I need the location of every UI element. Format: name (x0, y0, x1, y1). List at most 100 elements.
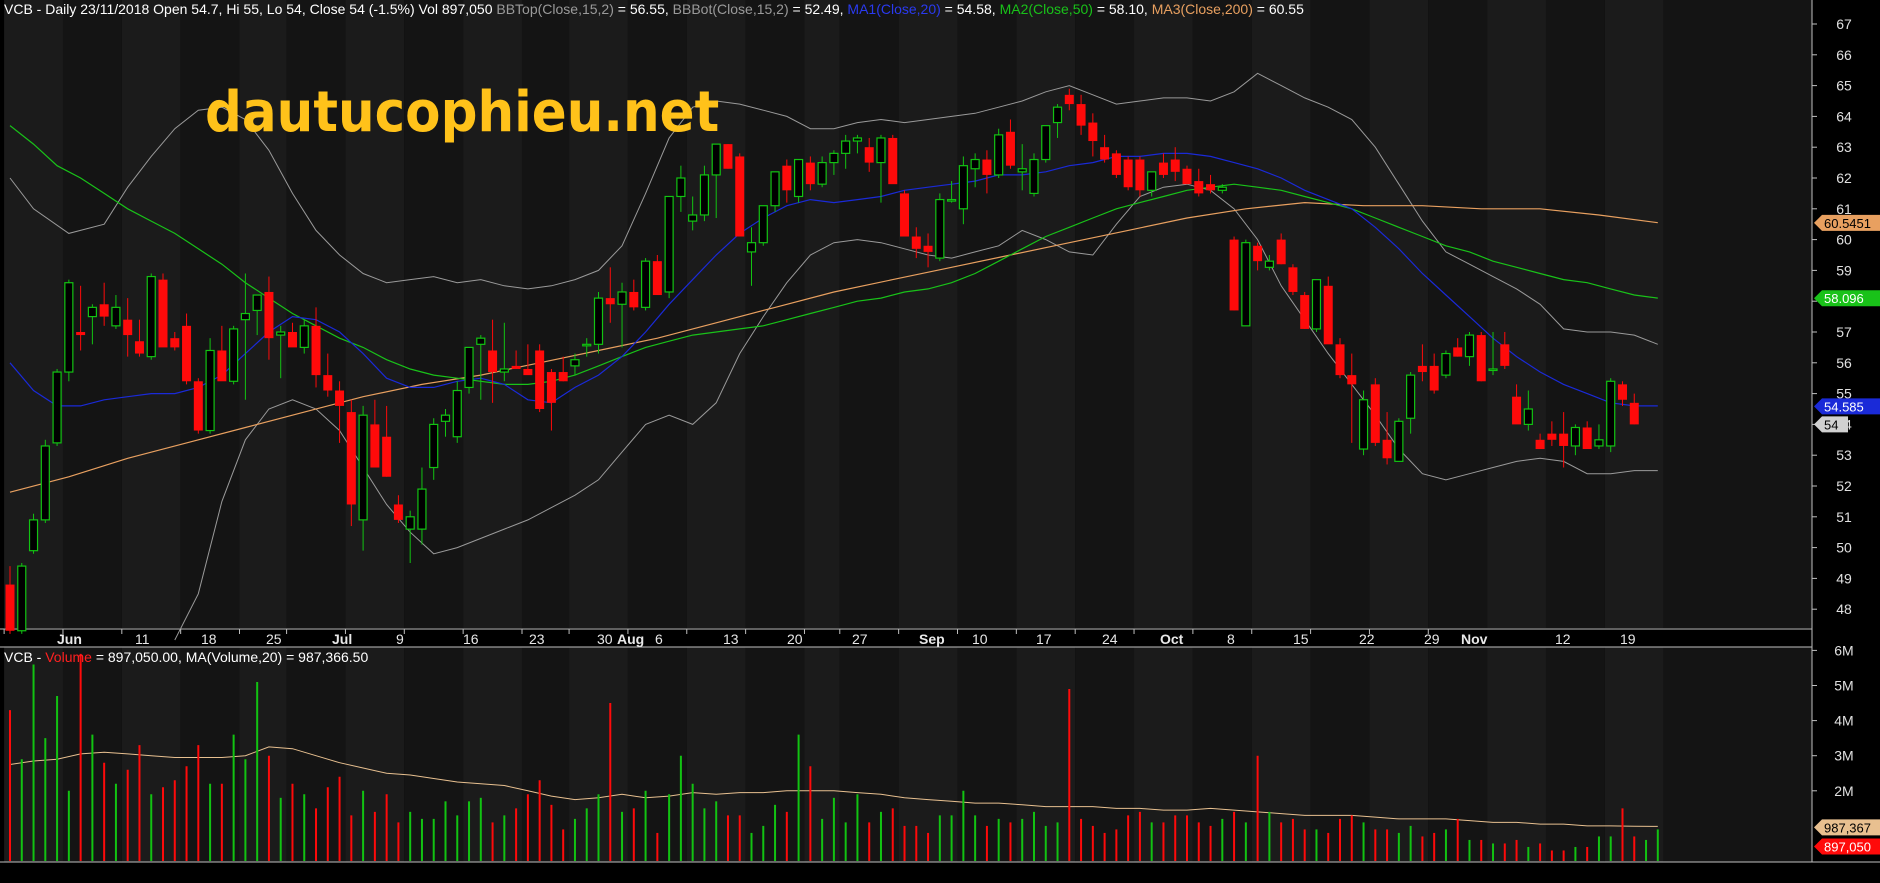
candle-body-up (570, 359, 580, 367)
candle-body-up (946, 198, 957, 202)
candle-body-down (1453, 347, 1463, 357)
candle-body-up (452, 389, 462, 438)
bollinger-upper-line (9, 72, 1658, 345)
candle-body-down (782, 165, 792, 191)
volume-tick-label: 6M (1834, 642, 1853, 658)
date-label: 12 (1555, 631, 1571, 647)
date-label: 6 (655, 631, 663, 647)
price-badge: 54.585 (1824, 399, 1864, 414)
price-tick-label: 49 (1836, 570, 1852, 586)
price-tick-label: 60 (1836, 232, 1852, 248)
candle-body-down (1582, 427, 1592, 450)
week-band-volume (627, 647, 687, 862)
candle-body-up (970, 158, 980, 170)
candle-body-down (1347, 375, 1357, 385)
candle-body-down (1417, 365, 1427, 373)
candle-body-down (511, 365, 521, 369)
price-tick-label: 66 (1836, 47, 1852, 63)
volume-header-rest: = 897,050.00, MA(Volume,20) = 987,366.50 (91, 649, 369, 665)
candle-body-down (1476, 335, 1486, 382)
week-band (1016, 0, 1076, 628)
candle-body-up (64, 282, 74, 373)
week-band (1487, 0, 1546, 628)
candle-body-up (240, 312, 250, 321)
price-tick-label: 64 (1836, 108, 1852, 124)
candle-body-up (582, 343, 592, 347)
date-label: 23 (529, 631, 545, 647)
date-label: Jun (57, 631, 82, 647)
watermark-logo: dautucophieu.net (205, 80, 720, 145)
candle-body-down (1288, 267, 1298, 292)
candle-body-down (900, 193, 910, 237)
candle-body-down (134, 341, 144, 354)
week-band (627, 0, 687, 628)
candle-body-up (793, 158, 804, 198)
candle-body-down (1135, 159, 1145, 191)
candle-body-down (123, 319, 133, 336)
candle-body-up (40, 445, 50, 521)
candle-body-down (1158, 162, 1168, 175)
candle-body-down (1323, 285, 1333, 345)
volume-header: VCB - Volume = 897,050.00, MA(Volume,20)… (4, 649, 368, 665)
bbbot-label: BBBot(Close,15,2) (672, 1, 789, 17)
candle-body-up (688, 214, 698, 222)
candle-body-down (370, 424, 380, 468)
date-label: 22 (1359, 631, 1375, 647)
price-badge-bg (1814, 416, 1848, 433)
volume-ma-badge-bg (1814, 819, 1880, 836)
price-tick-label: 59 (1836, 262, 1852, 278)
date-axis-strip (0, 630, 1812, 647)
candle-body-up (111, 306, 121, 327)
candle-body-down (723, 144, 733, 169)
candle-body-up (593, 297, 604, 345)
candle-body-down (193, 381, 203, 431)
candle-body-up (829, 152, 839, 164)
candle-body-up (841, 140, 851, 154)
date-label: 13 (723, 631, 739, 647)
candle-body-up (699, 174, 710, 216)
price-tick-label: 67 (1836, 16, 1852, 32)
volume-ma-badge: 987,367 (1824, 820, 1871, 835)
price-badge: 54 (1824, 417, 1838, 432)
candle-body-up (1017, 168, 1027, 173)
date-label: Sep (919, 631, 945, 647)
week-band (463, 0, 522, 628)
price-tick-label: 56 (1836, 355, 1852, 371)
candle-body-down (1206, 184, 1216, 191)
week-band (839, 0, 899, 628)
candle-body-up (1264, 260, 1274, 268)
candle-body-down (5, 584, 15, 631)
candle-body-down (335, 390, 345, 406)
candle-body-down (1253, 245, 1263, 262)
candle-body-down (1088, 122, 1098, 142)
candle-body-up (1358, 399, 1369, 450)
candle-body-up (1523, 408, 1533, 425)
date-label: 8 (1227, 631, 1235, 647)
candle-body-up (640, 260, 651, 308)
price-tick-label: 53 (1836, 447, 1852, 463)
candle-body-down (382, 436, 392, 477)
volume-badge: 897,050 (1824, 840, 1871, 855)
candle-body-down (346, 412, 356, 505)
date-label: 24 (1102, 631, 1118, 647)
volume-badge-bg (1814, 838, 1880, 855)
candle-body-up (205, 349, 215, 432)
date-label: 30 (597, 631, 613, 647)
candle-body-up (1311, 279, 1322, 330)
candle-body-up (229, 328, 239, 382)
date-label: 15 (1293, 631, 1309, 647)
volume-label: Volume (45, 649, 92, 665)
price-tick-label: 61 (1836, 201, 1852, 217)
candle-body-up (852, 137, 863, 142)
date-label: 9 (396, 631, 404, 647)
candle-body-down (1429, 365, 1439, 391)
candle-body-down (1500, 344, 1510, 366)
candle-body-up (499, 368, 509, 373)
candle-body-down (1370, 384, 1380, 443)
candle-body-up (429, 423, 439, 469)
candle-body-down (1182, 168, 1192, 185)
candle-body-up (464, 346, 474, 389)
week-band (957, 0, 1017, 628)
